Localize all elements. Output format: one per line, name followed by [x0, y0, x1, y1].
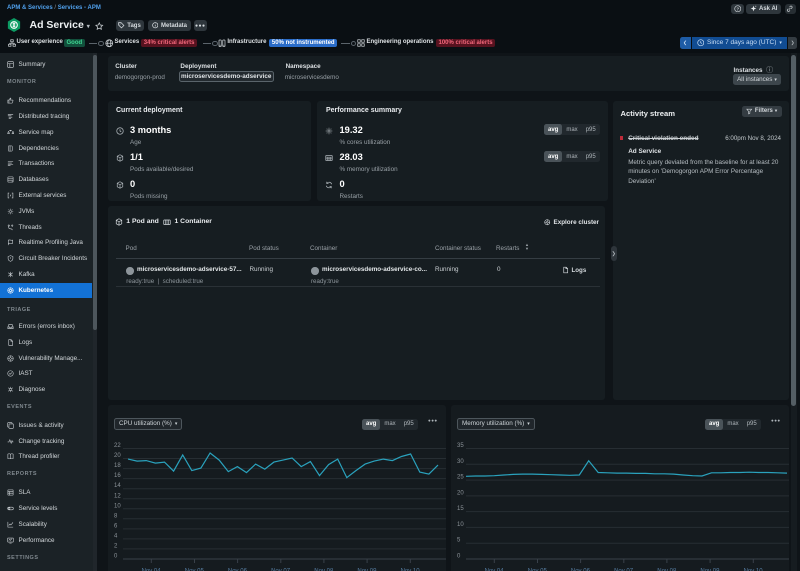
svg-text:Nov 08: Nov 08 — [314, 569, 334, 571]
svg-text:10: 10 — [114, 503, 121, 509]
svg-text:20: 20 — [114, 453, 121, 459]
svg-text:Nov 07: Nov 07 — [614, 569, 634, 571]
svg-text:10: 10 — [457, 522, 464, 528]
svg-text:14: 14 — [114, 483, 121, 489]
svg-text:Nov 10: Nov 10 — [401, 569, 421, 571]
svg-text:Nov 06: Nov 06 — [571, 569, 591, 571]
svg-text:2: 2 — [114, 544, 118, 550]
svg-text:Nov 04: Nov 04 — [485, 569, 505, 571]
svg-text:8: 8 — [114, 513, 118, 519]
svg-text:15: 15 — [457, 506, 464, 512]
svg-text:Nov 10: Nov 10 — [744, 569, 764, 571]
svg-text:Nov 06: Nov 06 — [228, 569, 248, 571]
svg-text:5: 5 — [457, 538, 461, 544]
svg-text:12: 12 — [114, 493, 121, 499]
svg-text:Nov 09: Nov 09 — [700, 569, 720, 571]
svg-text:22: 22 — [114, 443, 121, 449]
svg-text:16: 16 — [114, 473, 121, 479]
svg-text:Nov 07: Nov 07 — [271, 569, 291, 571]
svg-text:4: 4 — [114, 534, 118, 540]
svg-text:20: 20 — [457, 490, 464, 496]
svg-text:?: ? — [736, 6, 739, 11]
svg-text:Nov 08: Nov 08 — [657, 569, 677, 571]
svg-text:6: 6 — [114, 523, 118, 529]
svg-text:25: 25 — [457, 475, 464, 481]
svg-text:Nov 09: Nov 09 — [357, 569, 377, 571]
svg-text:0: 0 — [114, 554, 118, 560]
svg-text:30: 30 — [457, 459, 464, 465]
svg-text:0: 0 — [457, 554, 461, 560]
svg-text:Nov 05: Nov 05 — [185, 569, 205, 571]
svg-text:Nov 04: Nov 04 — [142, 569, 162, 571]
svg-text:Nov 05: Nov 05 — [528, 569, 548, 571]
svg-text:18: 18 — [114, 463, 121, 469]
svg-text:35: 35 — [457, 443, 464, 449]
